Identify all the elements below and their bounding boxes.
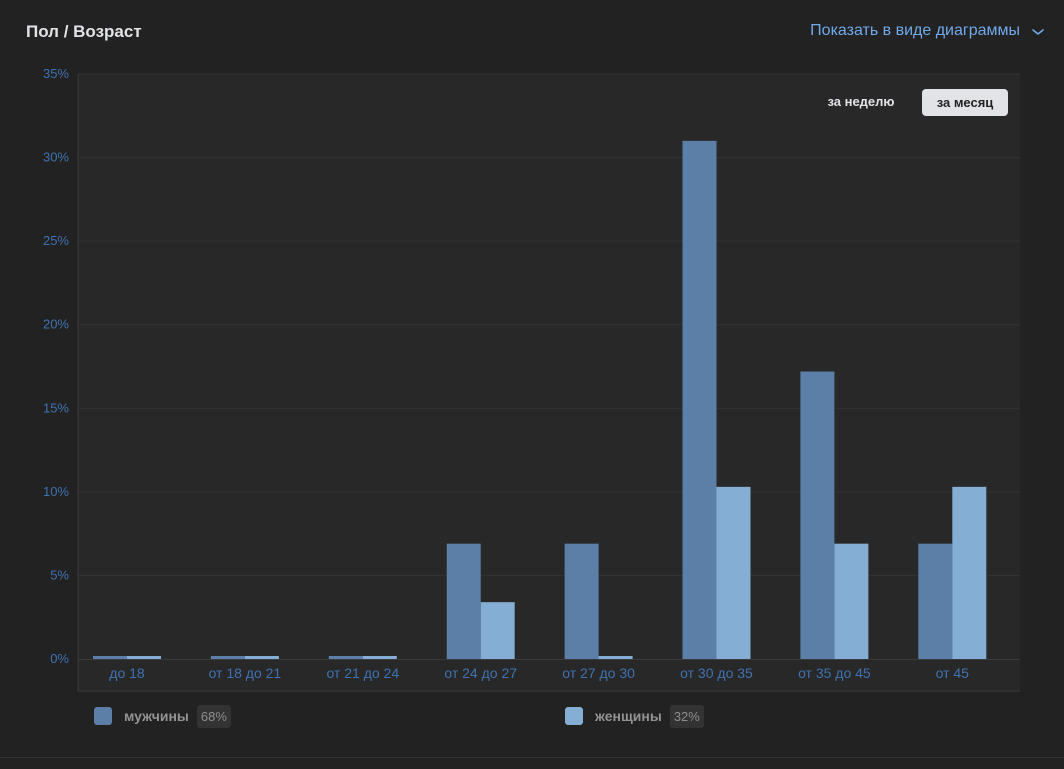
bar-female: [244, 656, 279, 659]
legend-item-male[interactable]: мужчины 68%: [94, 704, 231, 728]
divider: [0, 757, 1064, 758]
bar-male: [328, 656, 363, 659]
x-tick-label: от 35 до 45: [798, 665, 871, 681]
y-tick-label: 0%: [50, 651, 69, 666]
bar-male: [682, 140, 717, 659]
x-tick-label: от 27 до 30: [562, 665, 635, 681]
legend-swatch-female: [565, 707, 583, 725]
x-tick-label: от 45: [936, 665, 970, 681]
bar-male: [93, 656, 127, 659]
plot-background: [78, 74, 1020, 691]
y-tick-label: 10%: [43, 484, 69, 499]
bar-male: [918, 543, 953, 659]
y-tick-label: 5%: [50, 567, 69, 582]
period-month-button[interactable]: за месяц: [922, 89, 1008, 116]
bar-female: [716, 486, 751, 659]
legend-pct-male: 68%: [196, 704, 231, 728]
y-tick-label: 25%: [43, 233, 69, 248]
x-tick-label: от 21 до 24: [326, 665, 399, 681]
y-tick-label: 35%: [43, 66, 69, 81]
bar-male: [800, 371, 835, 659]
bar-female: [834, 543, 869, 659]
bar-female: [598, 656, 633, 659]
chart-view-toggle[interactable]: Показать в виде диаграммы: [810, 22, 1020, 39]
period-week-button[interactable]: за неделю: [827, 94, 895, 109]
bar-female: [952, 486, 987, 659]
y-tick-label: 20%: [43, 317, 69, 332]
x-tick-label: от 18 до 21: [209, 665, 282, 681]
legend-label-female: женщины: [595, 708, 662, 724]
chevron-down-icon[interactable]: [1030, 24, 1046, 40]
x-tick-label: до 18: [109, 665, 145, 681]
bar-male: [446, 543, 481, 659]
bar-female: [127, 656, 161, 659]
y-tick-label: 30%: [43, 150, 69, 165]
x-tick-label: от 30 до 35: [680, 665, 753, 681]
legend-pct-female: 32%: [669, 704, 704, 728]
bar-male: [210, 656, 245, 659]
legend-item-female[interactable]: женщины 32%: [565, 704, 704, 728]
legend-swatch-male: [94, 707, 112, 725]
bar-female: [362, 656, 397, 659]
legend-label-male: мужчины: [124, 708, 189, 724]
bar-male: [564, 543, 599, 659]
x-tick-label: от 24 до 27: [444, 665, 517, 681]
y-tick-label: 15%: [43, 400, 69, 415]
bar-female: [480, 602, 515, 659]
page-title: Пол / Возраст: [26, 22, 142, 41]
